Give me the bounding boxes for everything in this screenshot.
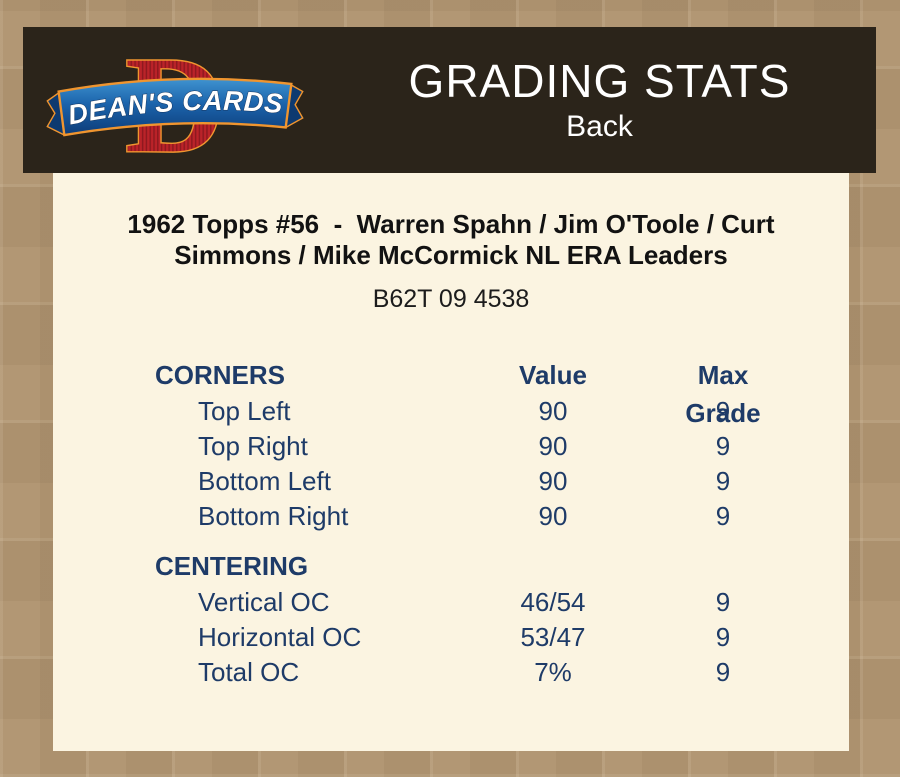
stat-value: 46/54	[520, 587, 586, 617]
stat-label: Top Right	[198, 431, 308, 461]
stat-label: Vertical OC	[198, 587, 330, 617]
table-row: Bottom Right 90 9	[53, 499, 849, 534]
stat-max-grade: 9	[715, 431, 731, 461]
logo-ribbon	[57, 77, 293, 137]
table-row: Bottom Left 90 9	[53, 464, 849, 499]
stat-max-grade: 9	[715, 622, 731, 652]
section-title-centering: CENTERING	[155, 551, 309, 581]
stat-label: Bottom Right	[198, 501, 349, 531]
stat-label: Bottom Left	[198, 466, 331, 496]
page-title: GRADING STATS	[408, 54, 791, 107]
table-row: Vertical OC 46/54 9	[53, 585, 849, 620]
column-header-max-grade: Max Grade	[685, 360, 761, 428]
header-title-block: GRADING STATS Back	[323, 27, 876, 173]
stat-value: 90	[538, 466, 568, 496]
stat-label: Total OC	[198, 657, 300, 687]
stat-value: 90	[538, 396, 568, 426]
stats-panel: 1962 Topps #56 - Warren Spahn / Jim O'To…	[53, 173, 849, 751]
deans-cards-logo-graphic: D DEAN'S CARDS	[46, 27, 304, 183]
grading-table: CORNERS Value Max Grade Top Left 90 9 To…	[53, 356, 849, 690]
stat-label: Top Left	[198, 396, 291, 426]
stat-max-grade: 9	[715, 587, 731, 617]
section-title-corners: CORNERS	[155, 360, 286, 390]
card-title-line-2: Simmons / Mike McCormick NL ERA Leaders	[174, 240, 728, 270]
stat-value: 53/47	[520, 622, 586, 652]
stat-max-grade: 9	[715, 501, 731, 531]
table-row: Horizontal OC 53/47 9	[53, 620, 849, 655]
stat-max-grade: 9	[715, 396, 731, 426]
card-title-line-1: 1962 Topps #56 - Warren Spahn / Jim O'To…	[127, 209, 775, 239]
table-row: Top Left 90 9	[53, 394, 849, 429]
card-title: 1962 Topps #56 - Warren Spahn / Jim O'To…	[53, 209, 849, 271]
stat-max-grade: 9	[715, 466, 731, 496]
stat-value: 90	[538, 501, 568, 531]
back-link[interactable]: Back	[566, 109, 633, 143]
column-header-value: Value	[519, 360, 587, 390]
deans-cards-logo[interactable]: D DEAN'S CARDS	[41, 27, 309, 183]
table-header-row: CORNERS Value Max Grade	[53, 356, 849, 428]
stat-value: 90	[538, 431, 568, 461]
stat-max-grade: 9	[715, 657, 731, 687]
table-header-row: CENTERING	[53, 547, 849, 585]
table-row: Total OC 7% 9	[53, 655, 849, 690]
table-row: Top Right 90 9	[53, 429, 849, 464]
card-code: B62T 09 4538	[372, 285, 530, 313]
header-bar: D DEAN'S CARDS GRADING STATS Back	[23, 27, 876, 183]
stat-value: 7%	[534, 657, 572, 687]
stat-label: Horizontal OC	[198, 622, 362, 652]
section-divider	[53, 534, 849, 547]
